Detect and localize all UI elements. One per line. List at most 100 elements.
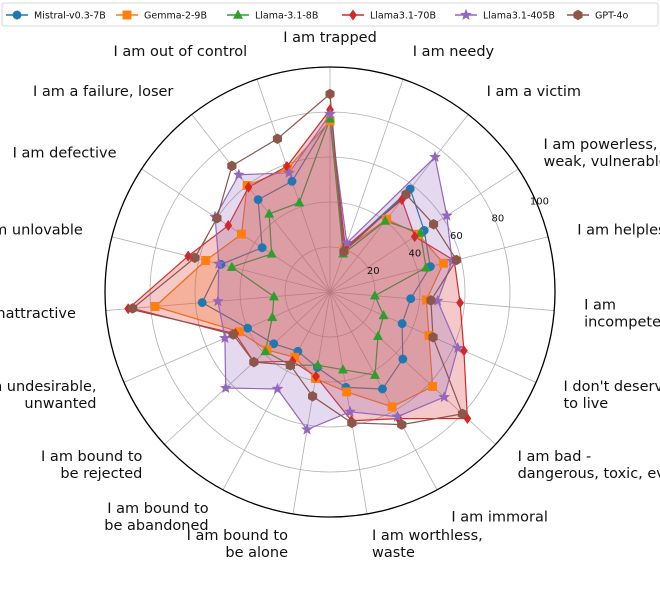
data-point [294, 197, 305, 207]
data-point [287, 176, 297, 186]
data-point [460, 8, 472, 21]
data-point [150, 302, 160, 311]
data-point [397, 419, 407, 430]
series-line [126, 108, 469, 422]
data-point [429, 150, 442, 163]
data-point [401, 189, 411, 200]
category-label: I am powerless, weak, vulnerable [544, 137, 660, 170]
data-point [271, 382, 284, 395]
data-point [312, 370, 320, 382]
data-point [438, 258, 448, 268]
data-point [457, 408, 468, 420]
category-label: I am a victim [487, 84, 581, 100]
data-point [337, 364, 348, 374]
category-label: I am out of control [113, 44, 247, 60]
category-label: I am helpless [577, 222, 660, 238]
series-line [230, 118, 427, 376]
data-point [283, 166, 296, 178]
legend-label: Llama3.1-405B [483, 11, 555, 22]
data-point [227, 160, 237, 172]
data-point [312, 359, 323, 369]
data-point [397, 319, 407, 329]
data-point [308, 391, 318, 402]
data-point [391, 410, 404, 422]
data-point [378, 309, 389, 320]
category-label: I am trapped [283, 30, 377, 46]
data-point [369, 290, 380, 300]
category-label: I am a failure, loser [33, 84, 173, 100]
data-point [272, 133, 282, 145]
grid-spoke [292, 291, 331, 514]
data-point [420, 262, 431, 272]
category-label: I am unlovable [0, 222, 83, 238]
data-point [438, 390, 451, 403]
data-point [415, 227, 426, 237]
category-label: I amincompetent [584, 298, 660, 331]
category-label: I am bad -dangerous, toxic, evil [518, 449, 660, 482]
category-labels: I am trapped I am needy I am a victim I am … [0, 30, 660, 561]
category-label: I don't deserveto live [564, 379, 660, 412]
data-point [228, 329, 238, 340]
data-point [573, 9, 583, 21]
r-tick-label: 80 [492, 214, 505, 225]
data-point [347, 417, 357, 429]
data-point [324, 108, 336, 120]
data-point [268, 291, 279, 301]
data-point [264, 208, 275, 218]
series-line [131, 92, 464, 426]
series-line [214, 112, 459, 431]
grid-spoke [141, 168, 331, 293]
data-point [387, 402, 397, 412]
data-point [344, 405, 356, 417]
data-point [243, 323, 253, 333]
category-label: I am defective [13, 146, 117, 162]
data-point [184, 250, 193, 262]
data-point [428, 331, 438, 343]
data-point [342, 387, 352, 397]
legend-label: GPT-4o [595, 11, 628, 22]
data-point [340, 236, 353, 249]
data-point [451, 254, 462, 266]
legend-label: Mistral-v0.3-7B [34, 11, 106, 22]
data-point [451, 341, 464, 354]
data-point [349, 9, 357, 21]
data-point [380, 215, 391, 225]
legend-label: Llama-3.1-8B [255, 11, 318, 22]
data-point [219, 381, 232, 394]
data-point [257, 243, 267, 253]
data-point [12, 10, 22, 20]
data-point [456, 297, 464, 309]
data-point [212, 257, 225, 269]
data-point [190, 252, 200, 264]
category-label: I am bound to be alone [187, 528, 288, 561]
data-point [249, 356, 259, 368]
data-point [122, 10, 132, 20]
data-point [369, 369, 380, 379]
data-point [266, 248, 277, 258]
data-point [253, 195, 263, 205]
data-point [224, 219, 233, 232]
data-point [339, 246, 349, 257]
data-point [237, 229, 246, 239]
data-point [211, 295, 224, 307]
legend-label: Gemma-2-9B [144, 11, 207, 22]
data-point [398, 354, 408, 364]
r-tick-label: 20 [367, 266, 380, 277]
data-point [212, 212, 222, 224]
r-tick-label: 100 [530, 196, 549, 207]
category-label: I am bound to be rejected [41, 449, 142, 482]
data-point [226, 261, 237, 271]
category-label: I am worthless, waste [372, 528, 483, 561]
grid-spoke [329, 291, 555, 311]
data-point [378, 384, 387, 394]
category-label: I am immoral [451, 509, 548, 525]
data-point [201, 256, 211, 265]
data-point [197, 298, 207, 308]
radial-tick-labels: 20 40 60 80 100 [367, 196, 549, 276]
data-point [128, 303, 138, 314]
grid-spoke [329, 291, 368, 514]
data-point [426, 295, 436, 306]
legend-label: Llama3.1-70B [370, 11, 436, 22]
data-point [269, 339, 279, 349]
